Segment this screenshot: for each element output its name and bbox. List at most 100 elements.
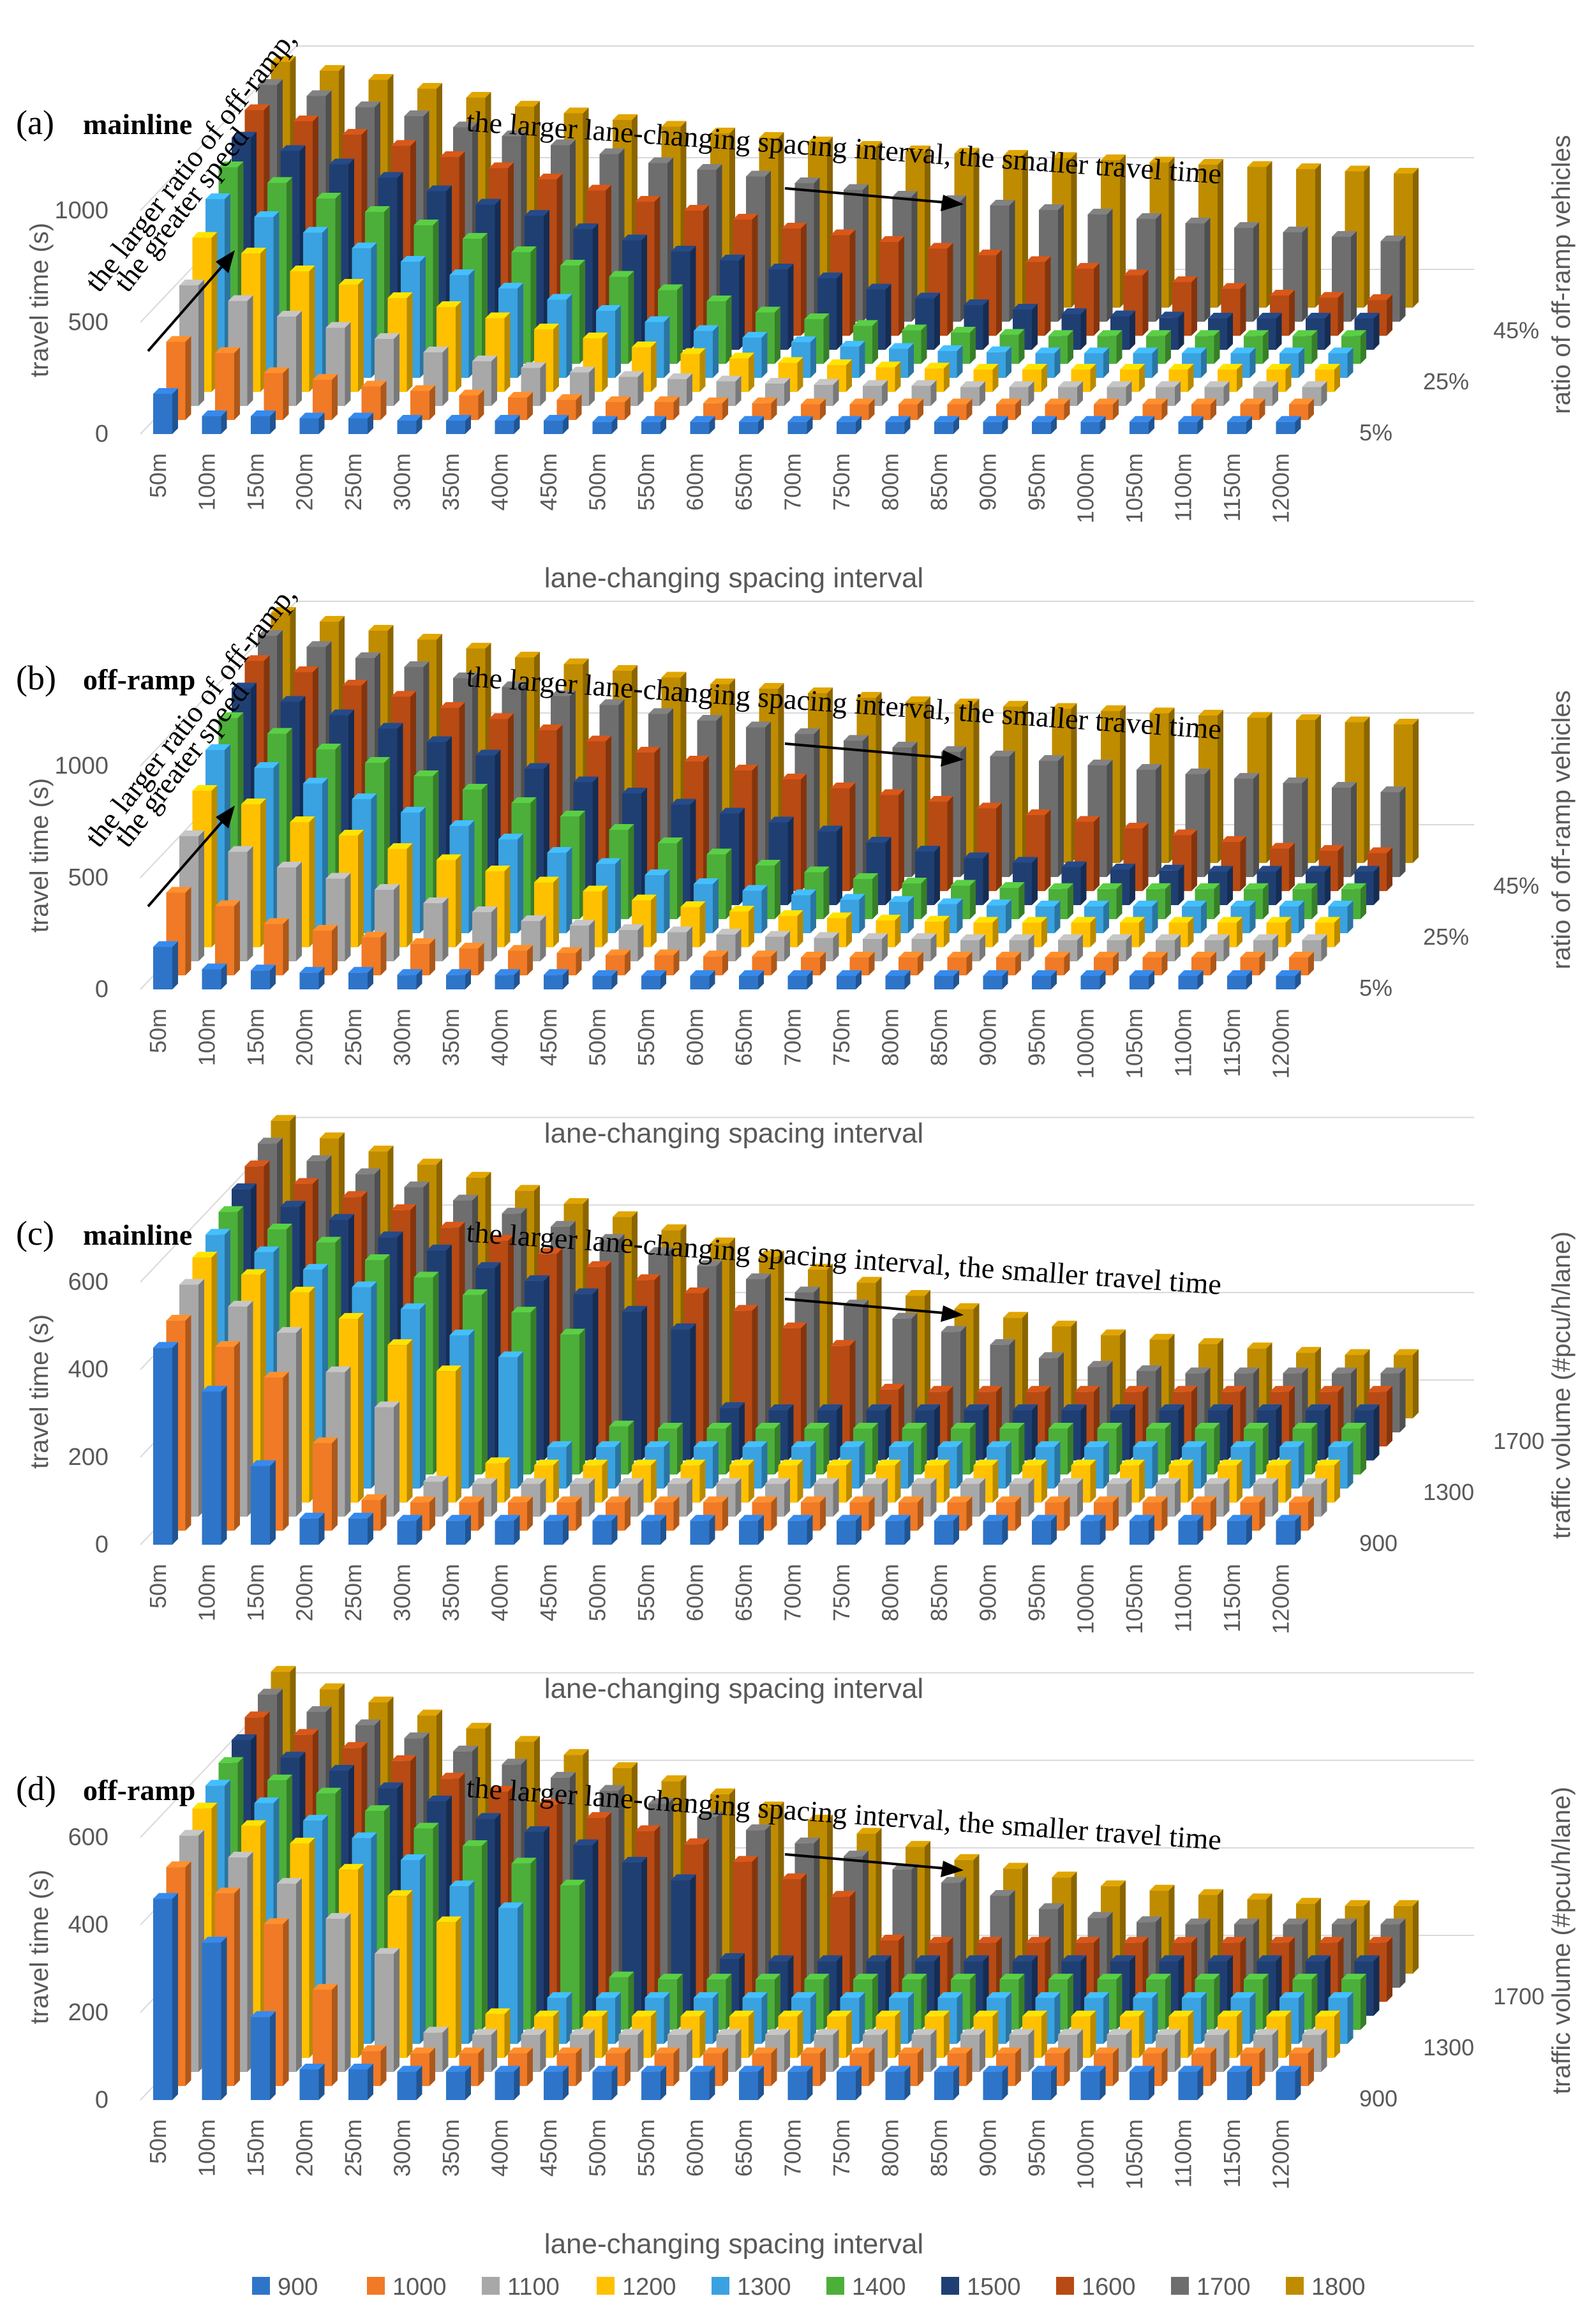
bar-side <box>765 1273 771 1432</box>
bar-4-s0-c22 <box>1227 2066 1252 2100</box>
bar-side <box>566 1441 572 1489</box>
bar-side <box>749 2010 754 2058</box>
legend-label: 1800 <box>1311 2274 1366 2300</box>
bar-top <box>1234 222 1259 228</box>
bar-side <box>801 223 807 336</box>
bar-side <box>1015 398 1021 420</box>
bar-front <box>1227 421 1246 434</box>
bar-top <box>844 735 869 741</box>
bar-side <box>1139 364 1145 392</box>
bar-top <box>1368 847 1392 853</box>
x-tick-label: 900m <box>975 2119 1001 2177</box>
x-tick-label: 500m <box>585 1564 611 1621</box>
x-tick-label: 50m <box>145 453 171 498</box>
bar-front <box>202 969 221 989</box>
panel-title: off-ramp <box>83 1774 195 1806</box>
bar-side <box>1246 2066 1252 2100</box>
bar-top <box>316 744 341 749</box>
bar-top <box>1270 843 1295 849</box>
bar-top <box>1227 416 1252 422</box>
bar-top <box>661 672 687 678</box>
bar-side <box>713 325 719 378</box>
bar-side <box>1311 883 1318 919</box>
bar-side <box>775 860 780 919</box>
bar-1-s0-c17 <box>983 416 1008 434</box>
bar-side <box>677 284 683 364</box>
x-tick-label: 400m <box>487 453 513 511</box>
bar-side <box>1009 751 1015 877</box>
bar-side <box>1373 313 1380 350</box>
bar-top <box>641 416 666 422</box>
bar-top <box>179 830 204 836</box>
bar-side <box>1237 917 1242 947</box>
bar-side <box>1126 1478 1132 1517</box>
bar-front <box>1227 976 1246 989</box>
bar-side <box>1064 398 1070 420</box>
bar-top <box>827 359 852 365</box>
bar-top <box>996 398 1021 405</box>
bar-1-s1-c13 <box>801 398 826 420</box>
bar-top <box>449 820 475 826</box>
x-tick-label: 1050m <box>1121 1009 1147 1079</box>
bar-4-s0-c3 <box>299 2064 325 2100</box>
panel-letter: (a) <box>16 103 54 142</box>
x-tick-label: 150m <box>242 2119 269 2177</box>
bar-side <box>664 316 670 378</box>
bar-top <box>387 292 413 298</box>
bar-top <box>440 702 465 708</box>
bar-top <box>1283 777 1308 783</box>
bar-side <box>518 1902 523 2044</box>
bar-side <box>823 313 830 364</box>
bar-top <box>241 799 266 804</box>
bar-side <box>957 345 963 378</box>
bar-top <box>879 236 904 242</box>
bar-side <box>468 1330 475 1489</box>
x-tick-label: 850m <box>926 453 952 511</box>
bar-top <box>232 682 257 689</box>
bar-top <box>466 92 491 98</box>
bar-side <box>1006 899 1011 933</box>
bar-top <box>613 665 638 671</box>
bar-top <box>983 416 1008 422</box>
bar-1-s0-c11 <box>690 416 715 434</box>
bar-side <box>749 352 754 392</box>
bar-side <box>1090 364 1096 392</box>
bar-top <box>271 607 296 613</box>
y-tick-label: 200 <box>68 1444 108 1471</box>
bar-side <box>1152 901 1158 933</box>
bar-side <box>687 2029 692 2072</box>
bar-side <box>771 1496 777 1531</box>
bar-3-s0-c7 <box>495 1515 520 1545</box>
bar-side <box>859 341 865 378</box>
bar-3-s0-c17 <box>983 1515 1008 1545</box>
bar-top <box>889 896 914 902</box>
x-tick-label: 650m <box>731 453 757 511</box>
bar-top <box>303 777 328 784</box>
bars <box>153 607 1419 989</box>
bar-side <box>576 394 582 420</box>
bar-top <box>596 305 621 311</box>
bar-top <box>618 924 644 930</box>
bar-side <box>957 898 963 933</box>
bar-top <box>348 412 373 419</box>
bar-side <box>726 296 732 364</box>
bar-side <box>1240 283 1246 336</box>
bar-top <box>228 295 253 301</box>
bar-top <box>472 906 497 912</box>
bar-top <box>856 141 882 147</box>
bar-side <box>1113 2047 1119 2086</box>
bar-2-s0-c21 <box>1178 970 1204 989</box>
legend-item: 1300 <box>712 2274 791 2300</box>
x-tick-label: 550m <box>633 1009 659 1066</box>
x-axis-label: lane-changing spacing interval <box>544 562 923 594</box>
legend-item: 1600 <box>1056 2274 1136 2300</box>
bar-side <box>1009 200 1015 322</box>
bar-side <box>482 1289 488 1475</box>
bar-side <box>1272 1478 1278 1517</box>
bar-side <box>908 1441 914 1489</box>
bar-side <box>1054 1441 1061 1489</box>
legend-item: 1000 <box>367 2274 447 2300</box>
depth-tick-label: 25% <box>1423 924 1469 950</box>
bar-3-s0-c23 <box>1276 1515 1301 1545</box>
bar-top <box>498 283 523 289</box>
